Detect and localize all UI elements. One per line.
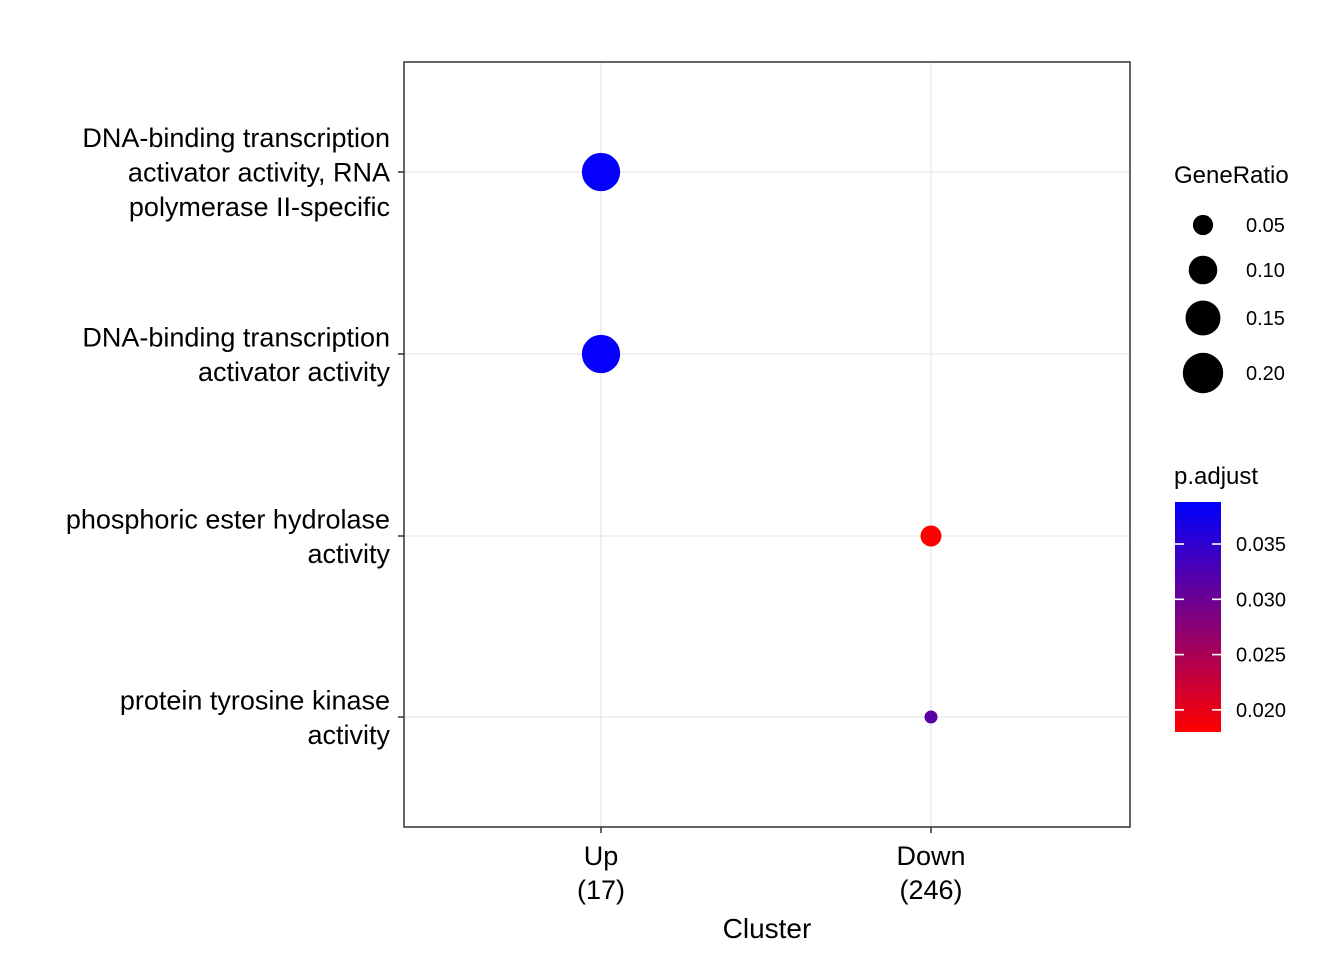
- legend-size-label-0: 0.05: [1246, 215, 1285, 237]
- y-tick-label-3: protein tyrosine kinase activity: [120, 685, 391, 750]
- y-tick-label-0: DNA-binding transcription activator activ…: [82, 123, 390, 222]
- x-tick-label-1: Down (246): [896, 841, 965, 905]
- y-axis-labels: DNA-binding transcription activator activ…: [66, 123, 391, 750]
- legend-size-label-1: 0.10: [1246, 260, 1285, 282]
- legend-color-title: p.adjust: [1174, 463, 1258, 490]
- legend-size-key-3: [1182, 352, 1224, 394]
- y-tick-label-1: DNA-binding transcription activator activ…: [82, 322, 390, 387]
- legend-size-key-2: [1185, 300, 1221, 336]
- legend-color-label-3: 0.035: [1236, 534, 1286, 556]
- plot-panel: [403, 61, 1131, 828]
- legend-size-title: GeneRatio: [1174, 162, 1289, 189]
- grid-lines: [404, 62, 1130, 827]
- data-point-0: [581, 152, 621, 192]
- legend-colorbar: [1175, 502, 1221, 732]
- data-point-2: [920, 525, 942, 547]
- legend-color-label-0: 0.020: [1236, 700, 1286, 722]
- y-tick-label-2: phosphoric ester hydrolase activity: [66, 504, 391, 569]
- legend-size-key-1: [1188, 255, 1218, 285]
- legend-generatio: GeneRatio 0.05 0.10 0.15 0.20: [1174, 162, 1289, 394]
- data-point-3: [924, 710, 938, 724]
- axis-ticks: [398, 171, 932, 833]
- x-axis-title: Cluster: [723, 913, 812, 944]
- legend-color-label-1: 0.025: [1236, 645, 1286, 667]
- data-point-1: [581, 334, 621, 374]
- data-points: [581, 152, 942, 724]
- x-axis-labels: Up (17) Down (246): [577, 841, 966, 905]
- x-tick-label-0: Up (17): [577, 841, 625, 905]
- legend-size-label-3: 0.20: [1246, 363, 1285, 385]
- legend-size-label-2: 0.15: [1246, 308, 1285, 330]
- legend-p-adjust: p.adjust 0.020 0.025 0.030 0.035: [1174, 463, 1286, 732]
- legend-color-label-2: 0.030: [1236, 589, 1286, 611]
- legend-size-key-0: [1192, 214, 1214, 236]
